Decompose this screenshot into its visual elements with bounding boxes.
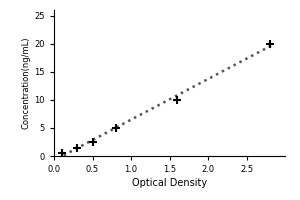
Y-axis label: Concentration(ng/mL): Concentration(ng/mL) [21,37,30,129]
X-axis label: Optical Density: Optical Density [132,178,207,188]
